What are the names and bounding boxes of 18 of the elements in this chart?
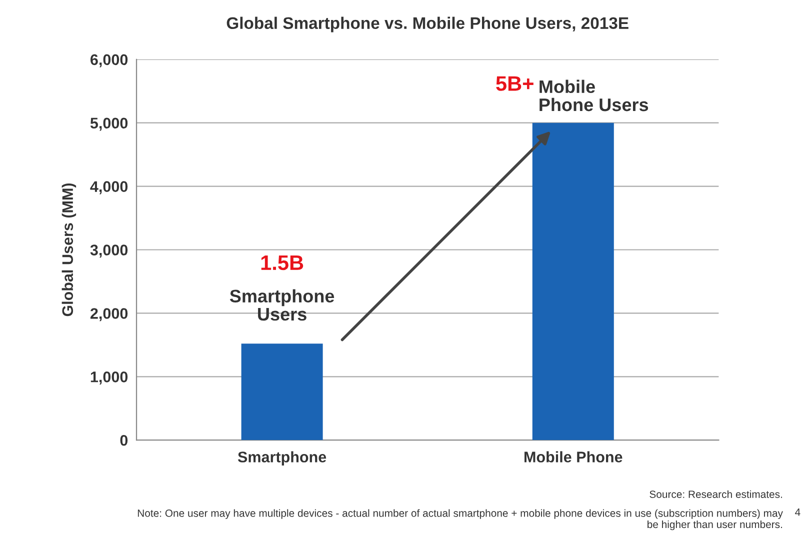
y-tick-label: 1,000 (90, 372, 128, 385)
annotation: 1.5B (261, 256, 304, 270)
annotation: Smartphone Users (230, 289, 334, 321)
chart-title: Global Smartphone vs. Mobile Phone Users, 2013E (226, 16, 628, 32)
y-axis-title: Global Users (MM) (62, 183, 76, 316)
x-tick-label: Mobile Phone (524, 451, 622, 462)
y-tick-label: 0 (120, 434, 128, 446)
source-note: Source: Research estimates. (650, 490, 782, 498)
text: Note: One user may have multiple devices - actual number of actual smartphone + mobile phone devices in use (subscription numbers) may be higher than user numbers. (138, 509, 783, 530)
annotation: Mobile Phone Users (540, 80, 648, 112)
y-tick-label: 3,000 (90, 244, 128, 258)
annotation: 5B+ (496, 76, 534, 91)
text: 4 (795, 508, 800, 516)
x-tick-label: Smartphone (238, 451, 326, 466)
y-tick-label: 2,000 (90, 308, 128, 322)
y-tick-label: 4,000 (90, 181, 128, 194)
y-tick-label: 6,000 (90, 54, 128, 68)
y-tick-label: 5,000 (90, 118, 128, 131)
